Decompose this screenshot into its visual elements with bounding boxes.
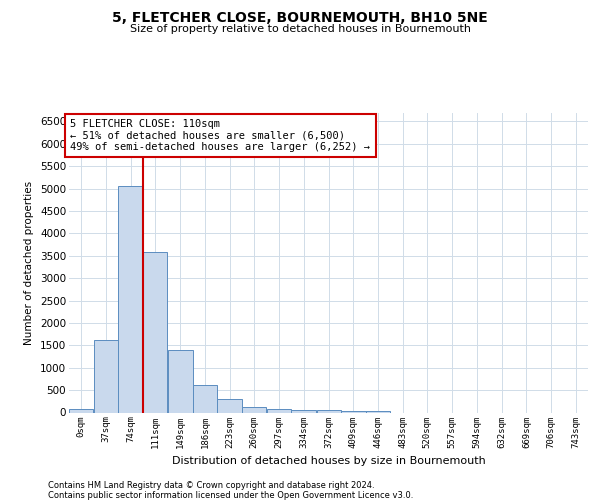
X-axis label: Distribution of detached houses by size in Bournemouth: Distribution of detached houses by size … (172, 456, 485, 466)
Bar (94, 340, 118, 412)
Bar (341, 410, 365, 412)
Bar (118, 186, 143, 412)
Bar (317, 410, 341, 412)
Text: Contains HM Land Registry data © Crown copyright and database right 2024.: Contains HM Land Registry data © Crown c… (48, 481, 374, 490)
Bar (291, 410, 316, 412)
Text: 5, FLETCHER CLOSE, BOURNEMOUTH, BH10 5NE: 5, FLETCHER CLOSE, BOURNEMOUTH, BH10 5NE (112, 11, 488, 25)
Y-axis label: Number of detached properties: Number of detached properties (25, 180, 34, 344)
Bar (168, 350, 193, 412)
Bar (143, 252, 167, 412)
Bar (366, 411, 390, 412)
Text: Size of property relative to detached houses in Bournemouth: Size of property relative to detached ho… (130, 24, 470, 34)
Text: 5 FLETCHER CLOSE: 110sqm
← 51% of detached houses are smaller (6,500)
49% of sem: 5 FLETCHER CLOSE: 110sqm ← 51% of detach… (70, 119, 370, 152)
Bar (69, 410, 94, 412)
Bar (193, 384, 217, 412)
Bar (242, 406, 266, 412)
Bar (266, 409, 291, 412)
Text: Contains public sector information licensed under the Open Government Licence v3: Contains public sector information licen… (48, 491, 413, 500)
Bar (217, 399, 242, 412)
